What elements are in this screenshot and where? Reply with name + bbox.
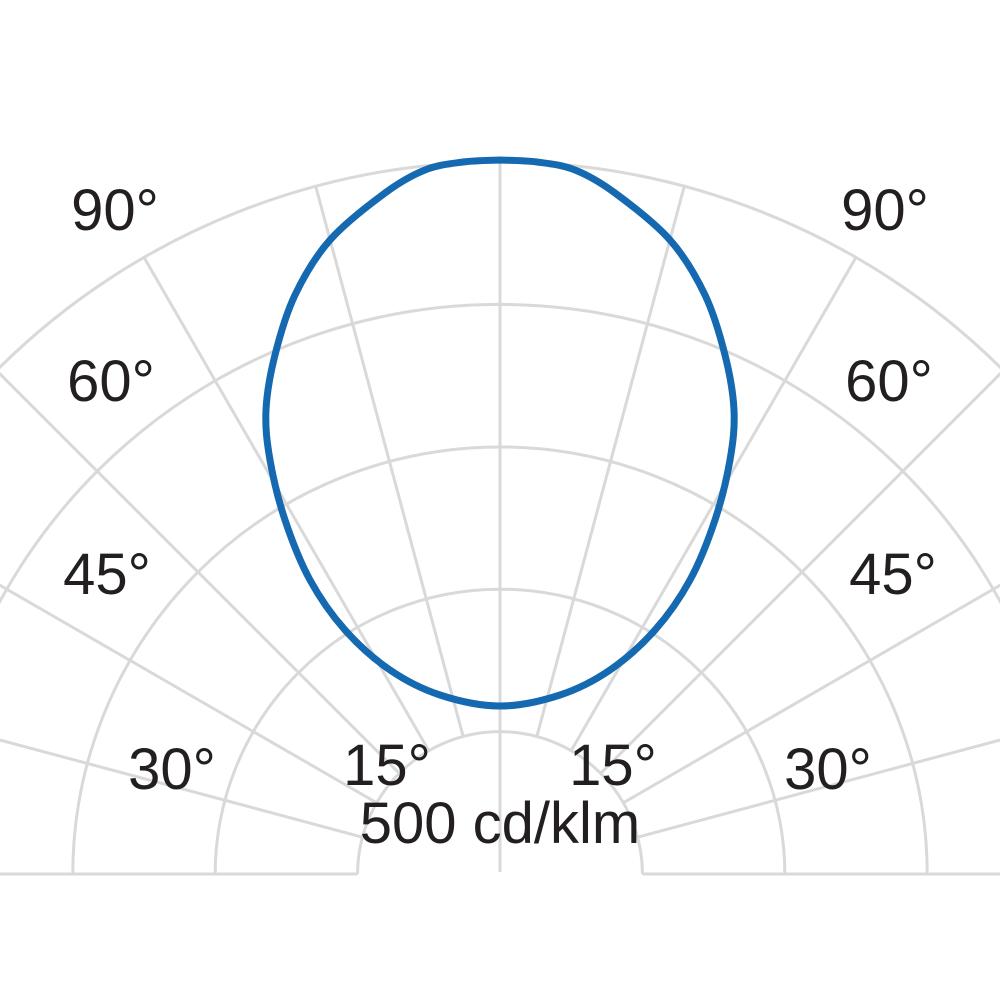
svg-text:45°: 45° [63, 542, 151, 607]
svg-text:60°: 60° [67, 349, 155, 414]
svg-text:500 cd/klm: 500 cd/klm [360, 791, 640, 856]
svg-text:60°: 60° [845, 349, 933, 414]
svg-text:30°: 30° [128, 737, 216, 802]
svg-text:15°: 15° [343, 733, 431, 798]
svg-text:45°: 45° [849, 542, 937, 607]
svg-text:90°: 90° [841, 178, 929, 243]
svg-text:15°: 15° [569, 733, 657, 798]
svg-text:30°: 30° [784, 737, 872, 802]
svg-text:90°: 90° [71, 178, 159, 243]
